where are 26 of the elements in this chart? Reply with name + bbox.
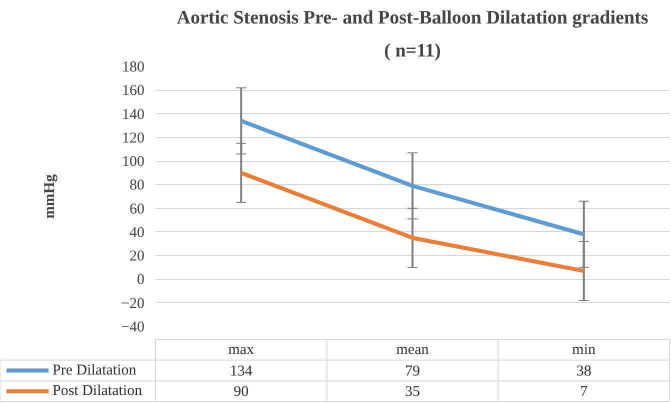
y-axis-title: mmHg	[42, 174, 58, 219]
x-tick-label: min	[572, 342, 596, 358]
y-tick-label: 160	[122, 83, 144, 100]
data-label: 7	[580, 384, 588, 400]
y-tick-label: 80	[130, 178, 144, 194]
chart-title: Aortic Stenosis Pre- and Post-Balloon Dilatation gradients	[176, 8, 648, 28]
y-tick-label: −20	[121, 296, 145, 312]
chart-subtitle: ( n=11)	[384, 40, 441, 62]
legend-label: Pre Dilatation	[52, 362, 137, 379]
data-label: 90	[234, 384, 249, 400]
y-tick-label: 140	[122, 106, 144, 123]
y-tick-label: 20	[130, 248, 144, 265]
y-tick-label: 100	[122, 154, 144, 170]
data-label: 79	[405, 364, 420, 380]
y-tick-label: 120	[122, 130, 144, 146]
y-tick-label: −40	[121, 320, 145, 336]
data-label: 134	[230, 364, 253, 380]
y-tick-label: 40	[130, 224, 144, 241]
y-tick-label: 180	[122, 60, 144, 76]
legend-label: Post Dilatation	[52, 383, 143, 400]
x-tick-label: max	[228, 342, 255, 358]
data-label: 35	[405, 384, 420, 400]
x-tick-label: mean	[396, 342, 430, 358]
y-tick-label: 0	[137, 272, 144, 288]
data-label: 38	[576, 364, 592, 380]
y-tick-label: 60	[130, 201, 144, 218]
